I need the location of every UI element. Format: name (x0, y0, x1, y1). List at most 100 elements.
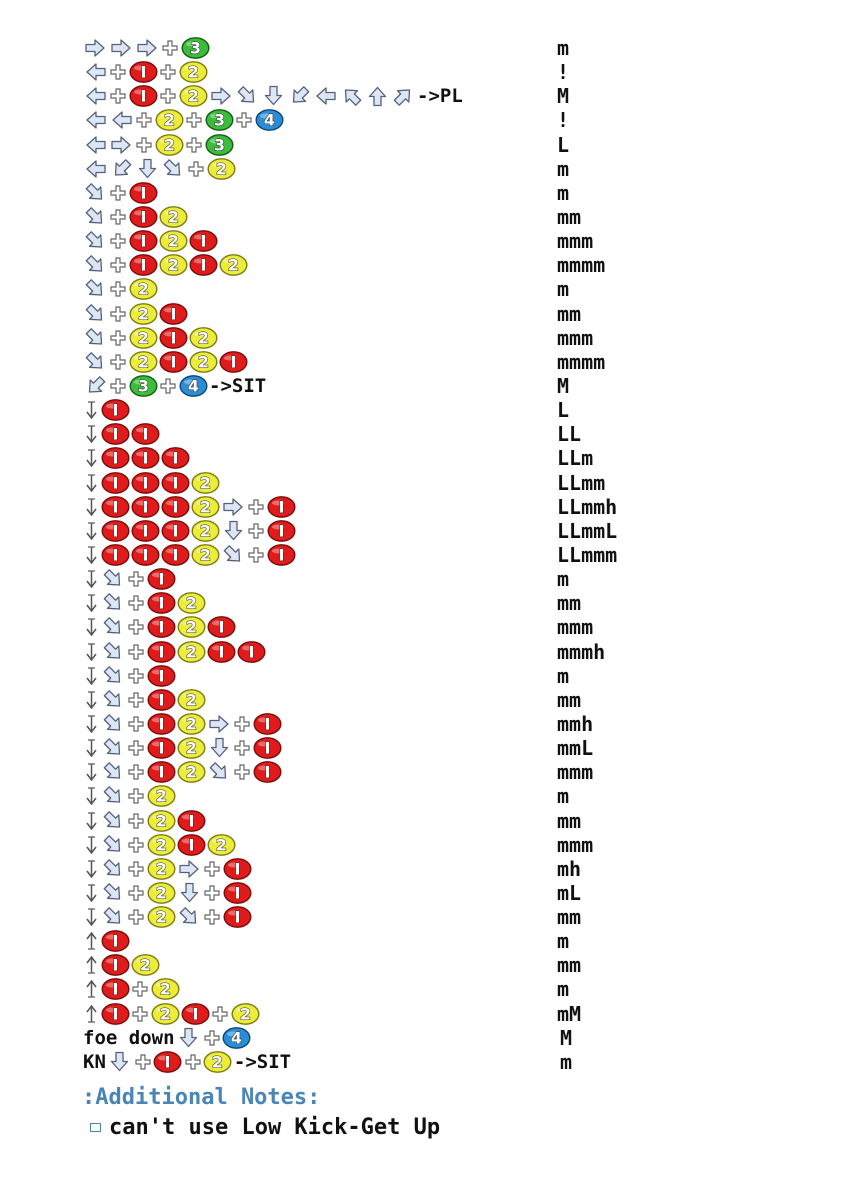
button-1-icon: I (188, 254, 218, 277)
hit-levels: mmm (557, 229, 594, 254)
plus-icon (128, 861, 144, 877)
button-4-icon: 4 (222, 1026, 251, 1049)
hit-levels: M (560, 1025, 573, 1050)
button-1-icon: I (146, 713, 176, 735)
command-sequence: I 2 I 2 (82, 253, 248, 277)
stance-down-icon (86, 522, 97, 541)
move-row: I I I 2 LLmm (82, 471, 702, 495)
svg-text:I: I (248, 642, 254, 661)
command-sequence: 2 3 4 (82, 108, 284, 132)
command-sequence: 2 I 2 (82, 833, 236, 857)
arrow-down-right-icon (237, 86, 254, 103)
button-2-icon: 2 (188, 326, 218, 349)
hit-levels: mmm (557, 325, 594, 350)
svg-text:2: 2 (185, 714, 196, 733)
command-sequence: 3 (82, 36, 210, 60)
plus-icon (110, 281, 126, 298)
arrow-up-icon (368, 87, 386, 107)
move-row: I 2 mm (82, 205, 702, 229)
arrow-down-right-icon (103, 714, 120, 731)
stance-down-icon (86, 908, 97, 927)
arrow-down-right-icon (209, 762, 226, 779)
note-item: can't use Low Kick-Get Up (82, 1115, 440, 1140)
hit-levels: mmmh (557, 639, 606, 664)
arrow-down-icon (210, 737, 228, 758)
hit-levels: L (557, 398, 570, 423)
button-1-icon: I (128, 230, 158, 253)
plus-icon (110, 354, 126, 370)
svg-text:3: 3 (213, 135, 224, 154)
command-sequence: 2 I 2 (82, 326, 218, 350)
plus-icon (186, 112, 202, 129)
svg-text:I: I (192, 1004, 198, 1023)
button-1-icon: I (266, 519, 296, 542)
stance-up-icon (86, 980, 97, 999)
button-1-icon: I (158, 302, 188, 325)
command-text: KN (83, 1050, 106, 1073)
button-2-icon: 2 (190, 471, 220, 494)
move-row: I 2 mm (82, 591, 702, 615)
plus-icon (128, 692, 144, 708)
hit-levels: ! (557, 60, 570, 85)
hit-levels: M (557, 84, 570, 109)
button-1-icon: I (160, 447, 190, 470)
hit-levels: mm (557, 301, 582, 326)
button-1-icon: I (222, 906, 252, 928)
button-2-icon: 2 (178, 61, 208, 84)
hit-levels: mm (557, 953, 582, 978)
move-row: I 2 I 2 mM (82, 1002, 702, 1026)
svg-text:2: 2 (167, 232, 178, 251)
arrow-right-icon (84, 39, 105, 57)
arrow-down-right-icon (85, 231, 102, 248)
button-1-icon: I (146, 568, 176, 590)
button-2-icon: 2 (146, 857, 176, 880)
hit-levels: m (557, 36, 570, 60)
svg-text:I: I (172, 497, 178, 516)
button-2-icon: 2 (128, 302, 158, 325)
svg-text:2: 2 (185, 690, 196, 709)
button-2-icon: 2 (176, 592, 206, 615)
plus-icon (186, 136, 202, 153)
svg-text:2: 2 (167, 207, 178, 226)
plus-icon (128, 812, 144, 829)
move-row: I 2 mm (82, 688, 702, 712)
svg-text:2: 2 (163, 111, 174, 130)
hit-levels: LLmmh (557, 494, 618, 519)
svg-text:2: 2 (199, 497, 210, 516)
stance-down-icon (86, 425, 97, 444)
svg-text:I: I (142, 449, 148, 468)
plus-icon (128, 764, 144, 780)
plus-icon (204, 909, 220, 925)
arrow-left-icon (85, 87, 106, 105)
move-row: I 2 I 2 mmmm (82, 253, 702, 277)
stance-up-icon (86, 931, 97, 950)
hit-levels: mmmm (557, 349, 606, 374)
svg-text:I: I (278, 521, 284, 540)
hit-levels: mm (557, 204, 582, 229)
command-sequence: 2 (82, 277, 158, 301)
svg-text:I: I (172, 449, 178, 468)
command-sequence: I (82, 181, 158, 205)
svg-text:2: 2 (212, 1052, 223, 1071)
button-1-icon: I (206, 640, 236, 663)
button-1-icon: I (100, 519, 130, 542)
button-4-icon: 4 (178, 375, 208, 397)
stance-down-icon (86, 715, 97, 734)
plus-icon (234, 716, 250, 732)
arrow-up-left-icon (344, 89, 361, 107)
plus-icon (248, 523, 264, 539)
command-sequence: I I I 2 I (82, 543, 296, 567)
hit-levels: mM (557, 1001, 582, 1026)
command-sequence: I 2 I I (82, 640, 266, 664)
plus-icon (248, 499, 264, 515)
svg-text:I: I (112, 545, 118, 564)
arrow-down-right-icon (103, 738, 120, 755)
button-1-icon: I (218, 350, 248, 373)
hit-levels: m (557, 567, 570, 592)
